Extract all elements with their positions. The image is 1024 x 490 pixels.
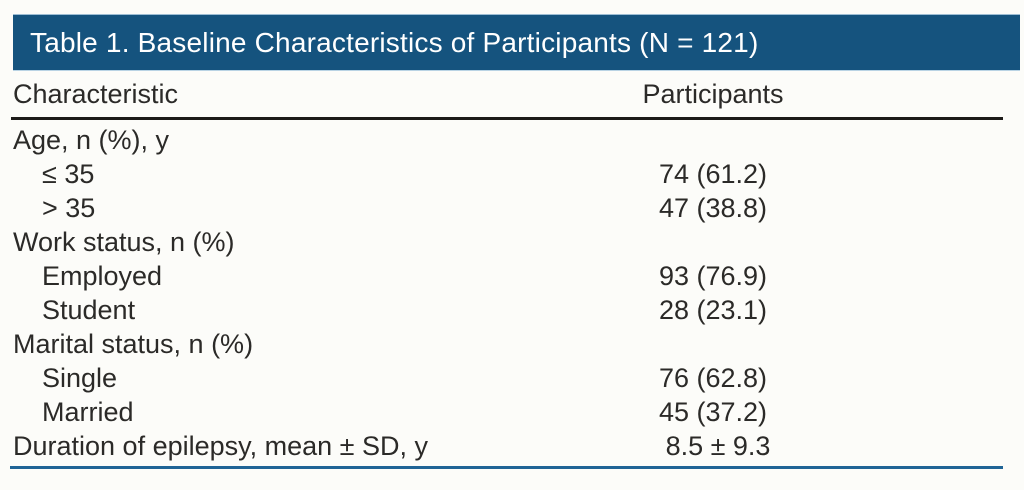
- column-header-characteristic: Characteristic: [13, 78, 179, 109]
- table-bottom-rule: [10, 466, 1003, 469]
- row-label: > 35: [42, 192, 96, 223]
- row-label: ≤ 35: [42, 158, 95, 189]
- table-title: Table 1. Baseline Characteristics of Par…: [30, 26, 759, 58]
- table-row-item: Married 45 (37.2): [0, 395, 1003, 429]
- row-label: Age, n (%), y: [13, 124, 170, 155]
- table-row-item: Employed 93 (76.9): [0, 259, 1003, 293]
- table-row-item: > 35 47 (38.8): [0, 191, 1003, 225]
- row-value: 93 (76.9): [658, 260, 768, 291]
- table-title-bar: Table 1. Baseline Characteristics of Par…: [13, 14, 1020, 71]
- table-row-item: ≤ 35 74 (61.2): [0, 157, 1003, 191]
- row-value: 74 (61.2): [658, 158, 768, 189]
- header-divider-rule: [11, 117, 1003, 120]
- row-value: 45 (37.2): [658, 396, 768, 427]
- row-value: 76 (62.8): [658, 362, 768, 393]
- table-row-group: Work status, n (%): [0, 225, 1003, 259]
- table-row-item: Single 76 (62.8): [0, 361, 1003, 395]
- column-header-participants: Participants: [642, 78, 784, 109]
- row-label: Single: [42, 362, 118, 393]
- row-label: Employed: [42, 260, 163, 291]
- table-column-headers: Characteristic Participants: [0, 71, 1003, 117]
- table-row-group: Duration of epilepsy, mean ± SD, y 8.5 ±…: [0, 429, 1003, 463]
- row-value: 47 (38.8): [658, 192, 768, 223]
- table-row-group: Age, n (%), y: [0, 123, 1003, 157]
- row-label: Student: [42, 294, 136, 325]
- row-label: Marital status, n (%): [13, 328, 254, 359]
- table-body: Age, n (%), y ≤ 35 74 (61.2) > 35 47 (38…: [0, 123, 1003, 463]
- row-label: Work status, n (%): [13, 226, 235, 257]
- table-row-group: Marital status, n (%): [0, 327, 1003, 361]
- table-row-item: Student 28 (23.1): [0, 293, 1003, 327]
- row-value: 8.5 ± 9.3: [665, 430, 771, 461]
- row-label: Duration of epilepsy, mean ± SD, y: [13, 430, 429, 461]
- row-label: Married: [42, 396, 134, 427]
- row-value: 28 (23.1): [658, 294, 768, 325]
